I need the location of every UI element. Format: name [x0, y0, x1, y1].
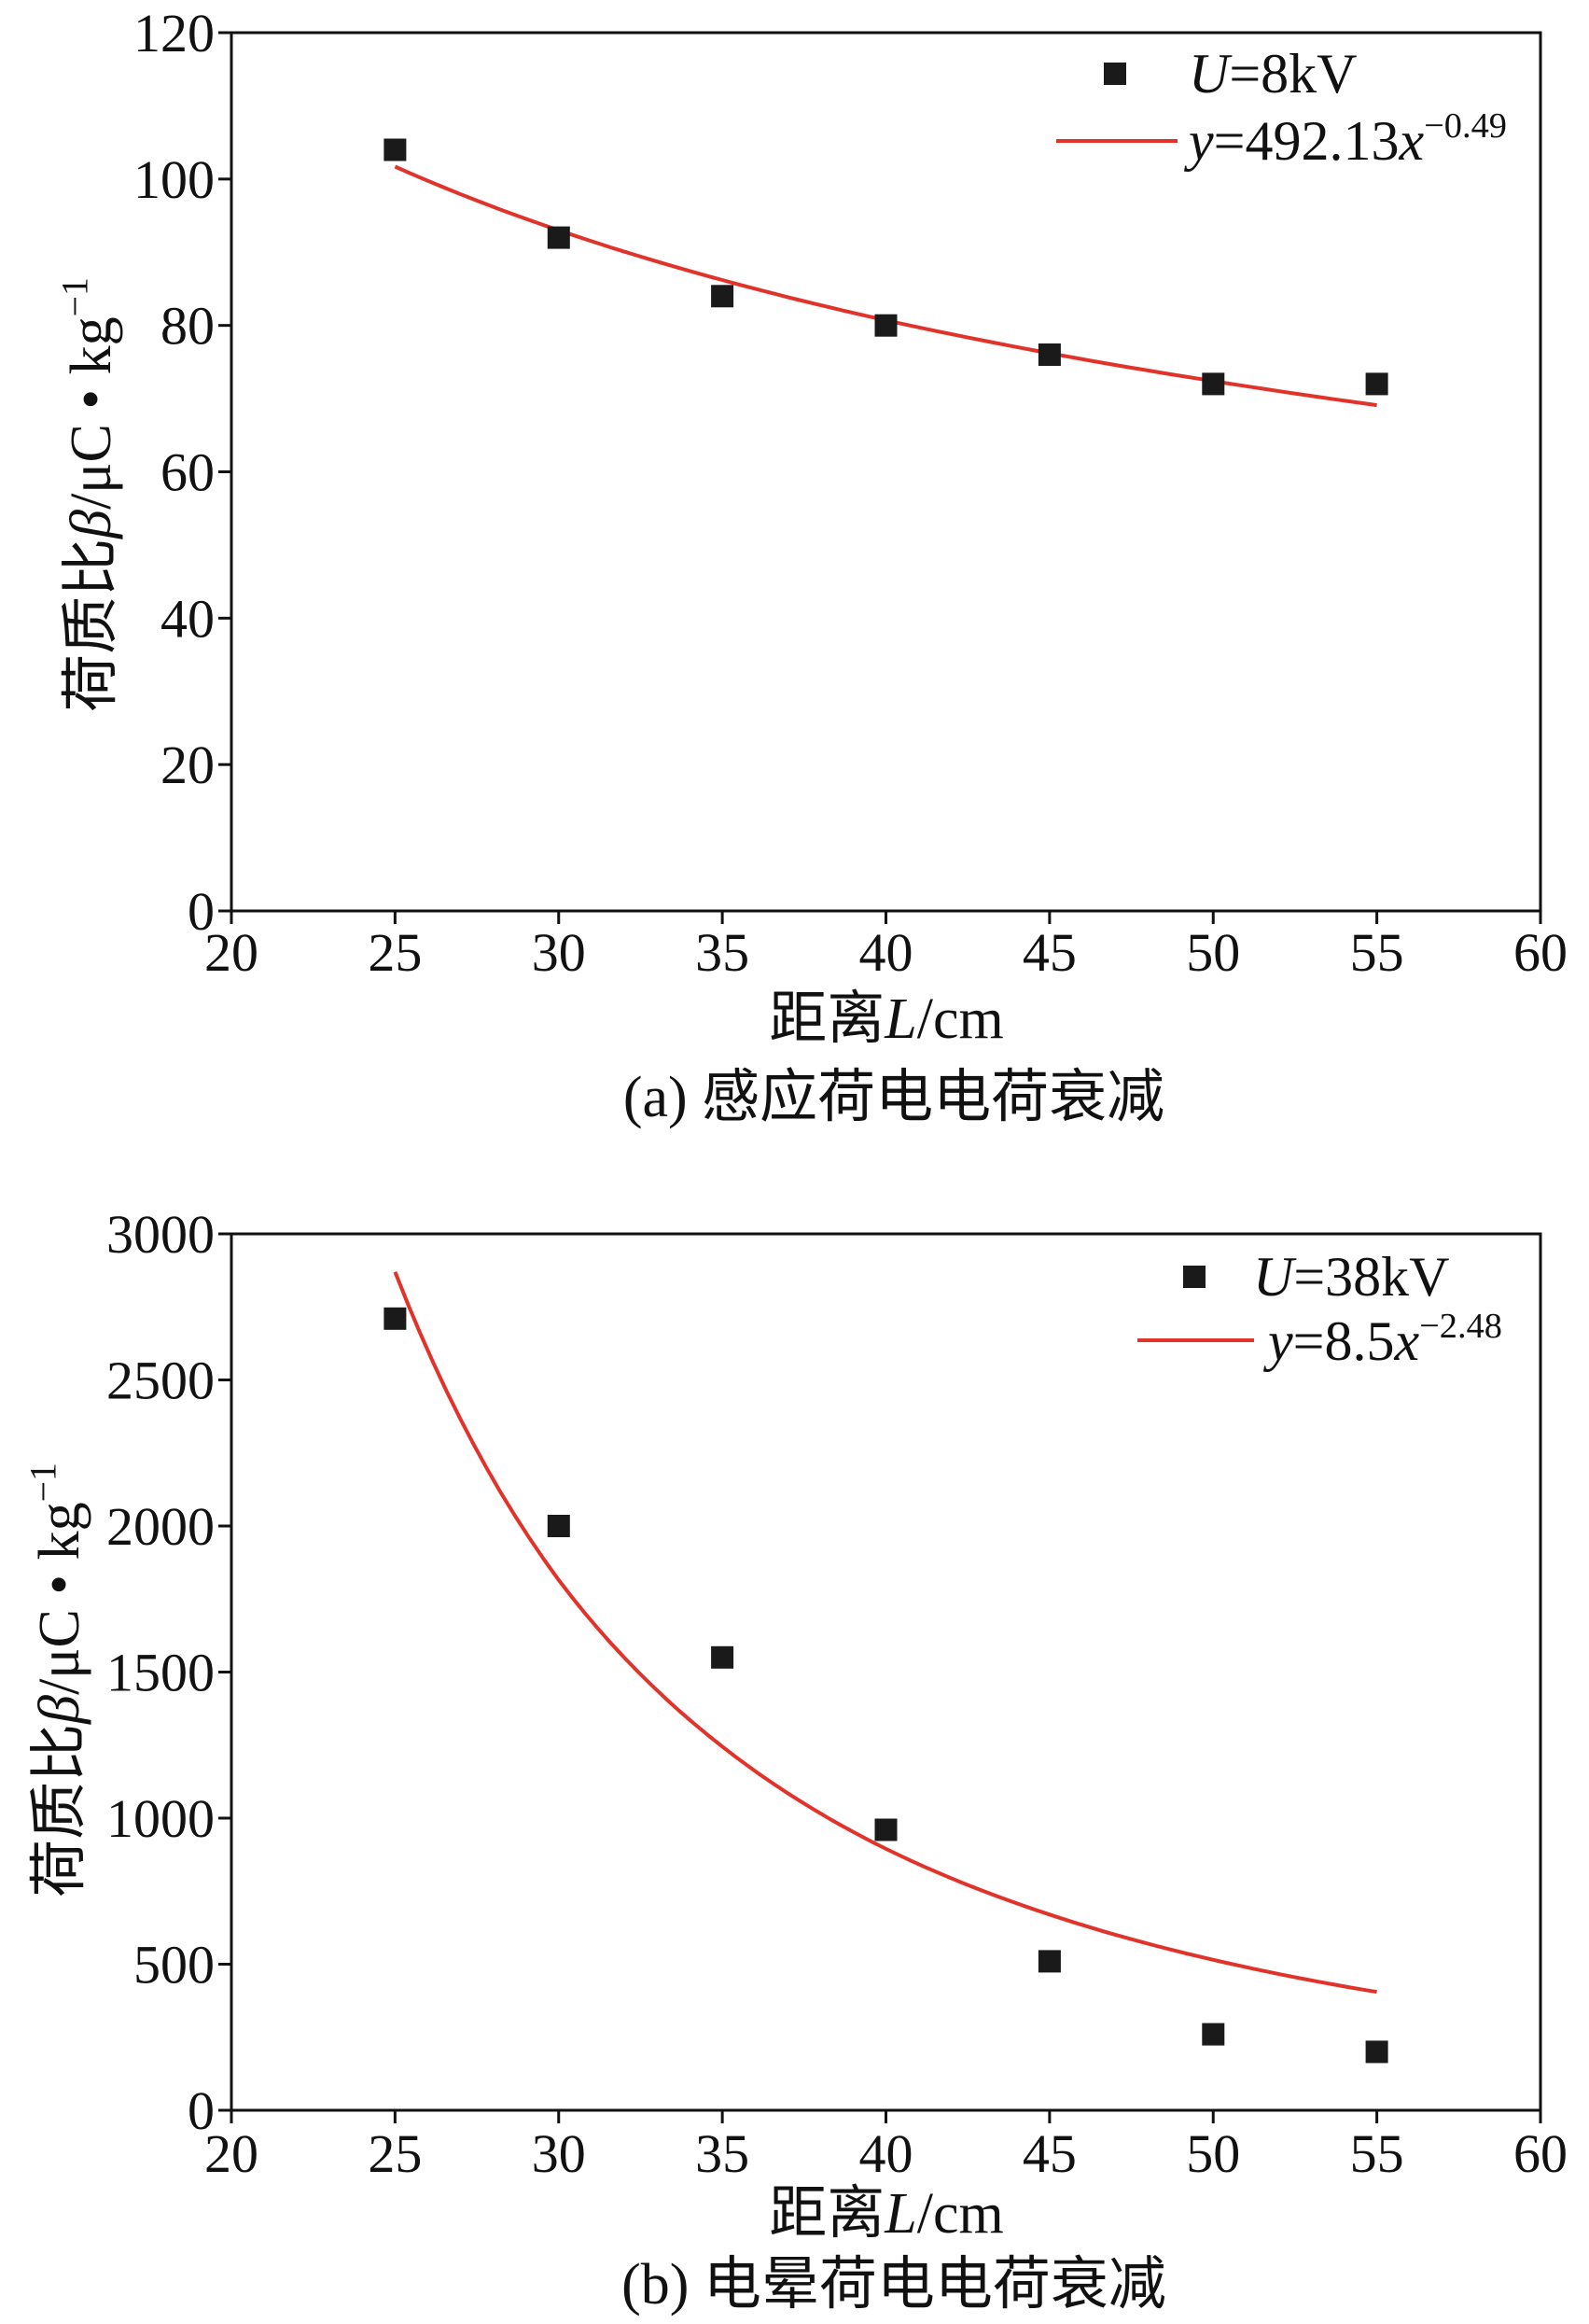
legend-label-points-part: U	[1253, 1246, 1297, 1308]
x-tick-label: 60	[1513, 2123, 1568, 2184]
x-tick-label: 55	[1350, 922, 1404, 983]
y-tick-label: 100	[133, 149, 215, 210]
x-axis-label-part: /cm	[917, 987, 1004, 1051]
x-tick-label: 60	[1513, 922, 1568, 983]
fit-curve	[393, 1270, 1377, 1995]
legend-label-fit-part: y	[1262, 1310, 1293, 1372]
y-tick-label: 1000	[106, 1788, 215, 1849]
y-tick-label: 20	[160, 735, 215, 795]
data-point	[1365, 372, 1388, 396]
legend-marker-swatch	[1104, 63, 1126, 85]
x-tick-label: 35	[695, 2123, 749, 2184]
data-point	[1202, 2023, 1225, 2046]
data-point	[1202, 372, 1225, 396]
y-axis-label-part: β	[60, 510, 123, 539]
x-axis-label-part: 距离	[769, 987, 885, 1051]
y-axis-label: 荷质比β/μC • kg−1	[22, 1463, 91, 1897]
data-point	[874, 314, 898, 337]
legend-label-fit: y=8.5x−2.48	[1262, 1307, 1502, 1372]
y-tick-label: 80	[160, 296, 215, 357]
x-tick-label: 50	[1186, 2123, 1240, 2184]
y-axis-label-part: /μC • kg	[28, 1502, 91, 1695]
x-tick-label: 25	[368, 922, 422, 983]
x-axis-label-part: L	[884, 2182, 916, 2246]
y-tick-label: 0	[188, 881, 215, 942]
x-tick-label: 45	[1023, 2123, 1077, 2184]
x-tick-label: 40	[859, 2123, 913, 2184]
data-point	[383, 138, 407, 161]
data-point	[711, 1645, 734, 1669]
x-tick-label: 25	[368, 2123, 422, 2184]
x-axis-label: 距离L/cm	[769, 987, 1003, 1051]
y-tick-label: 1500	[106, 1643, 215, 1703]
y-axis-label-part: −1	[22, 1463, 63, 1502]
legend-label-fit-part: x	[1393, 1310, 1419, 1372]
legend-label-points-part: =38kV	[1293, 1246, 1449, 1308]
y-tick-label: 40	[160, 588, 215, 649]
x-tick-label: 30	[532, 922, 586, 983]
x-tick-label: 40	[859, 922, 913, 983]
x-tick-label: 30	[532, 2123, 586, 2184]
legend-marker-swatch	[1183, 1266, 1206, 1288]
data-point	[874, 1818, 898, 1841]
data-point	[1365, 2040, 1388, 2064]
legend-label-points-part: =8kV	[1229, 43, 1357, 105]
y-tick-label: 2500	[106, 1351, 215, 1411]
y-tick-label: 2000	[106, 1496, 215, 1557]
legend-label-points: U=8kV	[1189, 43, 1358, 105]
y-axis-label: 荷质比β/μC • kg−1	[54, 277, 123, 712]
legend-label-fit: y=492.13x−0.49	[1183, 106, 1507, 172]
x-axis-label-part: 距离	[769, 2182, 885, 2246]
legend-label-points-part: U	[1189, 43, 1233, 105]
data-point	[547, 226, 570, 249]
x-tick-label: 20	[204, 2123, 258, 2184]
legend-label-fit-part: −2.48	[1419, 1307, 1502, 1346]
y-tick-label: 60	[160, 442, 215, 503]
y-tick-label: 120	[133, 3, 215, 63]
y-axis-label-part: 荷质比	[60, 539, 123, 712]
x-tick-label: 55	[1350, 2123, 1404, 2184]
chart-caption: (b) 电晕荷电电荷衰减	[621, 2253, 1166, 2317]
legend-label-fit-part: x	[1398, 110, 1424, 172]
legend-label-fit-part: =8.5	[1293, 1310, 1395, 1372]
x-axis-label-part: L	[884, 987, 916, 1051]
y-axis-label-part: 荷质比	[28, 1724, 91, 1897]
legend-label-fit-part: =492.13	[1214, 110, 1400, 172]
legend-label-fit-part: y	[1183, 110, 1214, 172]
y-axis-label-part: β	[28, 1695, 91, 1725]
chart-b: 0 500 1000 1500 2000 2500 3000 20 25 30 35 40 45 50 55…	[22, 1204, 1568, 2317]
x-axis-label-part: /cm	[917, 2182, 1004, 2246]
y-axis-label-part: −1	[54, 277, 95, 316]
y-tick-label: 500	[133, 1935, 215, 1995]
y-tick-label: 0	[188, 2080, 215, 2141]
data-point	[547, 1515, 570, 1537]
x-tick-label: 50	[1186, 922, 1240, 983]
x-tick-label: 45	[1023, 922, 1077, 983]
y-axis-label-part: /μC • kg	[60, 316, 123, 510]
x-axis-label: 距离L/cm	[769, 2182, 1003, 2246]
x-tick-label: 35	[695, 922, 749, 983]
x-tick-label: 20	[204, 922, 258, 983]
legend-label-points: U=38kV	[1253, 1246, 1450, 1308]
data-point	[1038, 343, 1061, 366]
y-tick-label: 3000	[106, 1204, 215, 1265]
data-point	[383, 1307, 407, 1330]
legend-label-fit-part: −0.49	[1424, 106, 1507, 146]
chart-caption: (a) 感应荷电电荷衰减	[623, 1066, 1164, 1129]
data-point	[1038, 1950, 1061, 1973]
data-point	[711, 285, 734, 308]
